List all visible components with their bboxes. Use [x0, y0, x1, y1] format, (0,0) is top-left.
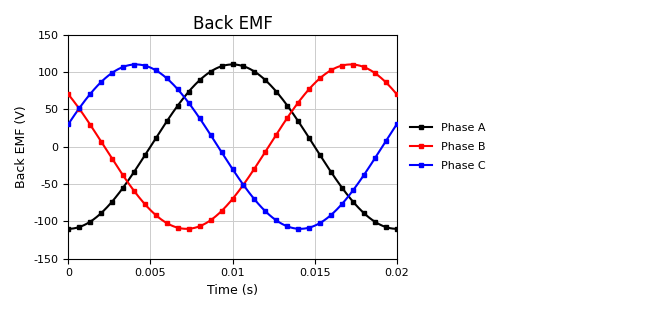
Legend: Phase A, Phase B, Phase C: Phase A, Phase B, Phase C: [406, 118, 490, 175]
Y-axis label: Back EMF (V): Back EMF (V): [15, 105, 28, 188]
Title: Back EMF: Back EMF: [192, 15, 272, 33]
X-axis label: Time (s): Time (s): [207, 284, 258, 297]
